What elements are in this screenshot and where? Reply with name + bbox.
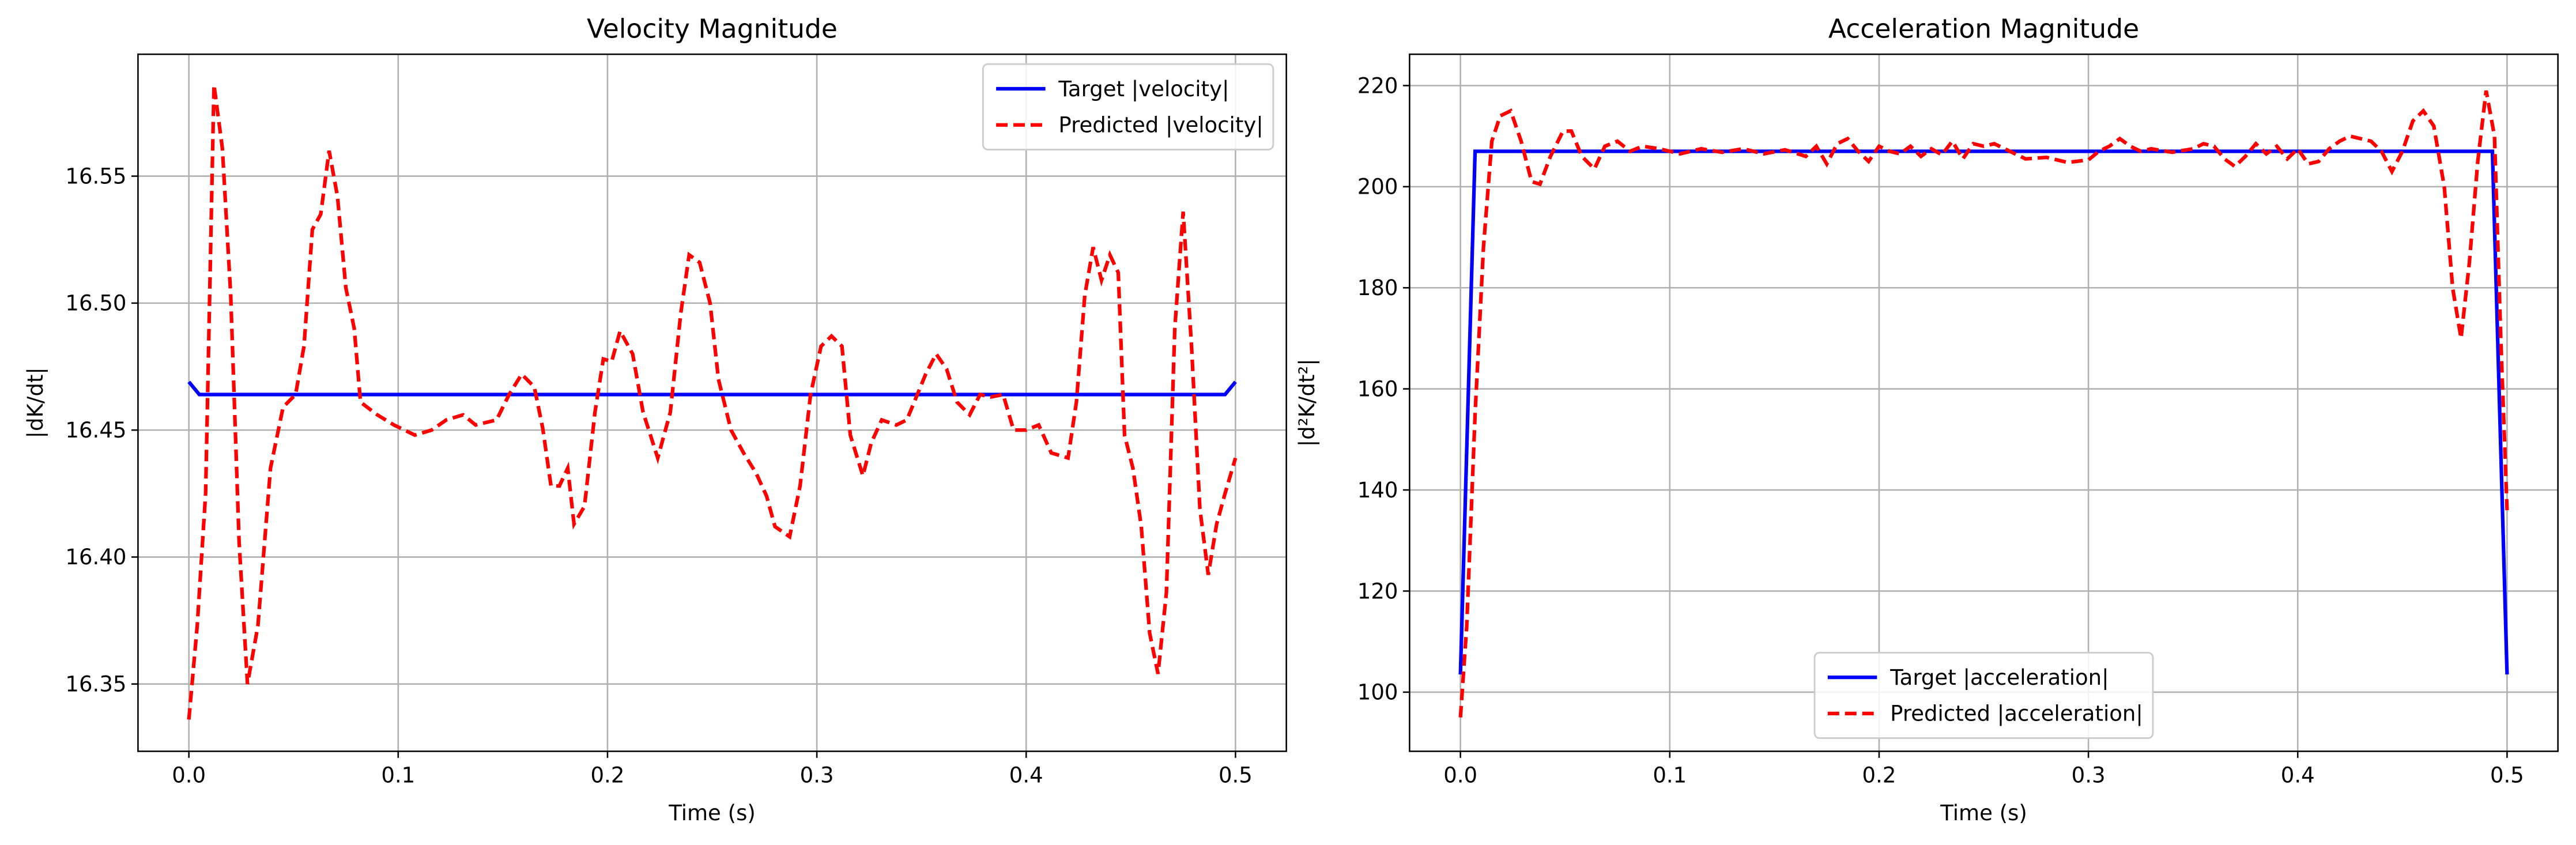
y-axis-label: |dK/dt| [23,367,48,438]
y-tick-label: 200 [1357,175,1398,199]
x-tick-label: 0.2 [591,763,625,788]
y-tick-label: 16.50 [65,291,126,316]
y-tick-label: 120 [1357,579,1398,603]
chart: 0.0 0.1 0.2 0.3 0.4 0.5 16.35 16.40 16.45 16.50 16… [23,14,1287,825]
y-tick-label: 220 [1357,73,1398,98]
x-tick-label: 0.2 [1862,763,1896,788]
y-tick-label: 16.40 [65,545,126,569]
y-tick-label: 160 [1357,376,1398,401]
chart-title: Acceleration Magnitude [1828,14,2139,44]
y-tick-label: 180 [1357,276,1398,300]
legend-frame [1813,651,2154,740]
legend-label: Predicted |acceleration| [1890,701,2143,727]
x-tick-label: 0.5 [2490,763,2524,788]
plot-area [1409,54,2558,752]
legend-frame [982,63,1274,150]
data-line [1458,149,2509,675]
x-tick-label: 0.4 [1009,763,1043,788]
legend-label: Target |velocity| [1058,77,1229,102]
chart-title: Velocity Magnitude [587,14,838,44]
x-tick-label: 0.1 [1653,763,1687,788]
plot-frame [137,53,1287,752]
legend: Target |velocity| Predicted |velocity| [982,63,1274,150]
x-tick-label: 0.3 [800,763,834,788]
x-axis-label: Time (s) [1940,801,2027,825]
plot-area [138,54,1287,752]
y-tick-label: 100 [1357,680,1398,705]
y-tick-label: 16.45 [65,418,126,443]
data-line [187,380,1237,397]
data-line [187,84,1238,720]
legend-label: Target |acceleration| [1889,665,2109,691]
y-axis-label: |d²K/dt²| [1295,359,1320,447]
x-tick-label: 0.1 [381,763,415,788]
y-tick-label: 140 [1357,478,1398,503]
x-tick-label: 0.5 [1219,763,1253,788]
x-axis-label: Time (s) [668,801,756,825]
legend-label: Predicted |velocity| [1058,113,1263,138]
x-tick-label: 0.0 [172,763,206,788]
plot-frame [1409,53,2559,752]
data-line [1458,90,2509,718]
chart: 0.0 0.1 0.2 0.3 0.4 0.5 100 120 140 160 180 200 220 A… [1295,14,2559,825]
y-tick-label: 16.55 [65,164,126,188]
x-tick-label: 0.4 [2281,763,2315,788]
y-tick-label: 16.35 [65,672,126,697]
x-tick-label: 0.3 [2072,763,2106,788]
x-tick-label: 0.0 [1443,763,1477,788]
legend: Target |acceleration| Predicted |accelera… [1813,651,2154,740]
